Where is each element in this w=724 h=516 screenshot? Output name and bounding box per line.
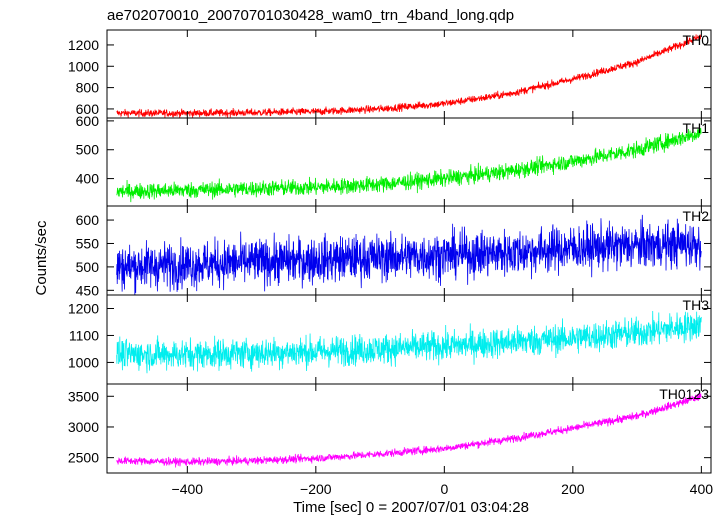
y-tick-label: 1000 bbox=[68, 58, 99, 74]
panel-th2: 450 500 550 600 TH2 bbox=[76, 205, 712, 298]
series-line-th2 bbox=[116, 214, 702, 295]
y-tick-label: 800 bbox=[76, 80, 100, 96]
panel-label-th2: TH2 bbox=[683, 208, 710, 224]
y-tick-label: 1200 bbox=[68, 37, 99, 53]
panel-frame bbox=[106, 117, 712, 207]
panel-th1: 400 500 600 TH1 bbox=[76, 113, 712, 207]
y-tick-label: 3500 bbox=[68, 388, 99, 404]
panel-th0: 600 800 1000 1200 TH0 bbox=[68, 29, 712, 119]
x-axis-label: Time [sec] 0 = 2007/07/01 03:04:28 bbox=[293, 499, 529, 516]
series-line-th3 bbox=[116, 311, 702, 374]
panel-th0123: 2500 3000 3500 TH0123 bbox=[68, 383, 712, 474]
panel-label-th0123: TH0123 bbox=[659, 386, 709, 402]
y-tick-label: 450 bbox=[76, 282, 100, 298]
panel-label-th1: TH1 bbox=[683, 120, 710, 136]
y-tick-label: 2500 bbox=[68, 450, 99, 466]
y-tick-label: 600 bbox=[76, 113, 100, 129]
y-tick-label: 600 bbox=[76, 212, 100, 228]
chart-title: ae702070010_20070701030428_wam0_trn_4ban… bbox=[107, 7, 514, 24]
y-tick-label: 1200 bbox=[68, 300, 99, 316]
y-tick-label: 400 bbox=[76, 171, 100, 187]
panel-th3: 1000 1100 1200 TH3 bbox=[68, 294, 712, 385]
y-tick-label: 1000 bbox=[68, 354, 99, 370]
x-tick-label: 0 bbox=[440, 481, 448, 497]
x-tick-label: −400 bbox=[172, 481, 204, 497]
y-tick-label: 500 bbox=[76, 142, 100, 158]
x-tick-label: −200 bbox=[300, 481, 332, 497]
x-tick-label: 400 bbox=[690, 481, 714, 497]
series-line-th1 bbox=[116, 127, 702, 203]
panel-label-th3: TH3 bbox=[683, 297, 710, 313]
panels: 600 800 1000 1200 TH0 400 500 600 TH1 450 500 550 60… bbox=[68, 29, 712, 474]
y-tick-label: 600 bbox=[76, 101, 100, 117]
y-tick-label: 3000 bbox=[68, 419, 99, 435]
y-tick-label: 500 bbox=[76, 259, 100, 275]
series-line-th0123 bbox=[116, 392, 702, 468]
x-tick-label: 200 bbox=[561, 481, 585, 497]
panel-frame bbox=[106, 383, 712, 474]
y-axis-label: Counts/sec bbox=[33, 220, 50, 296]
series-line-th0 bbox=[116, 34, 702, 118]
panel-label-th0: TH0 bbox=[683, 32, 710, 48]
y-tick-label: 1100 bbox=[69, 327, 99, 343]
y-tick-label: 550 bbox=[76, 235, 100, 251]
x-tick-labels: −400 −200 0 200 400 bbox=[172, 481, 714, 497]
